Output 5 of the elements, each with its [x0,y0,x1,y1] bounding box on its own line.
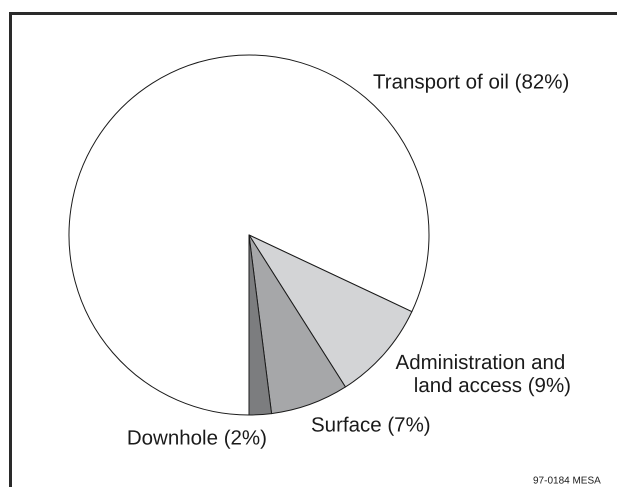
slice-label: Administration and land access (9%) [396,351,571,397]
slice-label: Surface (7%) [311,414,431,436]
text: 97-0184 MESA [533,476,602,486]
slice-label: Downhole (2%) [126,426,267,450]
slice-label: Transport of oil (82%) [373,70,570,94]
